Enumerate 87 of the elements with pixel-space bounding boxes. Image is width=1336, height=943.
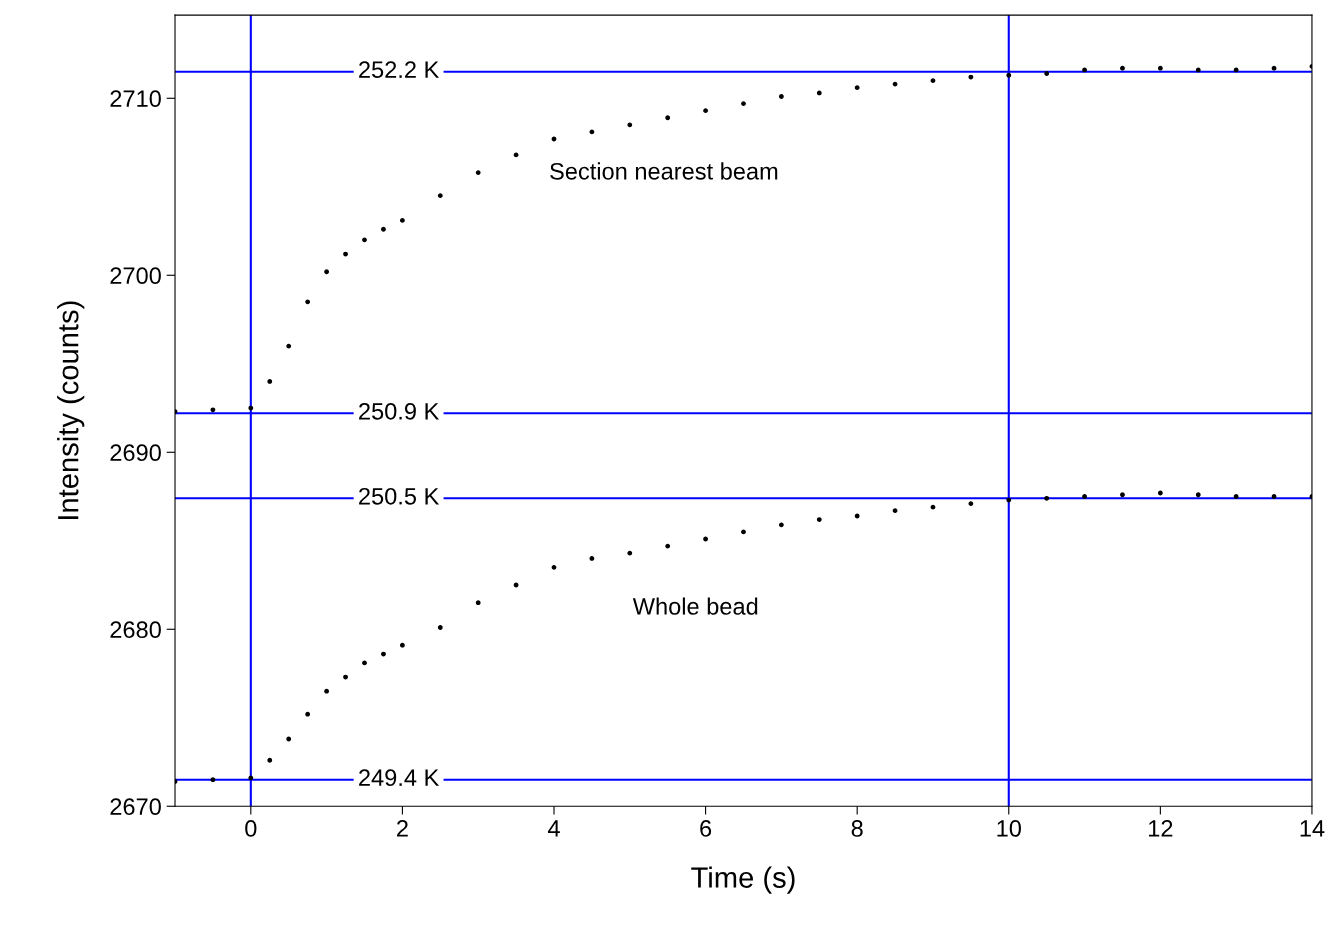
point — [381, 226, 386, 232]
point — [1271, 65, 1277, 71]
point — [305, 711, 311, 717]
point — [437, 193, 443, 199]
point — [248, 405, 254, 411]
point — [513, 582, 519, 588]
ref-line-label: 250.5 K — [359, 487, 440, 505]
point — [589, 556, 595, 561]
point — [267, 379, 273, 384]
point — [627, 122, 633, 128]
x-tick-label: 0 — [245, 820, 257, 837]
point — [513, 152, 519, 158]
point — [400, 218, 405, 223]
x-tick-label: 12 — [1149, 820, 1173, 837]
point — [1082, 67, 1087, 73]
point — [1082, 494, 1087, 499]
y-tick-label: 2700 — [110, 267, 161, 285]
point — [1157, 65, 1163, 71]
point — [286, 736, 292, 742]
point — [210, 407, 216, 413]
point — [589, 129, 595, 135]
x-tick-label: 8 — [851, 820, 863, 837]
x-tick-label: 4 — [547, 820, 560, 837]
annotation: Section nearest beam — [550, 162, 778, 180]
point — [854, 513, 860, 519]
point — [437, 625, 443, 630]
x-tick-label: 10 — [997, 820, 1021, 837]
x-tick-label: 14 — [1300, 820, 1325, 837]
y-tick-label: 2670 — [110, 798, 161, 816]
point — [892, 81, 898, 87]
point — [343, 674, 348, 680]
point — [1233, 67, 1239, 73]
annotation: Whole bead — [632, 597, 758, 615]
point — [930, 78, 936, 83]
point — [267, 757, 273, 763]
ref-line-label: 250.9 K — [359, 402, 440, 420]
point — [286, 343, 292, 349]
point — [551, 564, 557, 570]
point — [475, 600, 481, 606]
point — [1006, 72, 1012, 78]
point — [816, 517, 822, 522]
ref-line-label: 252.2 K — [359, 61, 440, 79]
y-axis-title: Intensity (counts) — [57, 301, 85, 520]
point — [381, 651, 386, 657]
y-tick-label: 2690 — [110, 444, 161, 462]
point — [551, 136, 557, 142]
point — [816, 90, 822, 96]
point — [362, 237, 367, 243]
point — [1271, 494, 1277, 499]
point — [627, 550, 633, 556]
point — [305, 299, 311, 305]
point — [475, 170, 481, 176]
point — [343, 251, 348, 257]
y-tick-label: 2680 — [110, 621, 161, 639]
point — [968, 501, 974, 506]
y-tick-label: 2710 — [110, 90, 161, 108]
point — [248, 775, 254, 781]
point — [1120, 492, 1125, 498]
point — [665, 115, 671, 121]
point — [210, 777, 216, 783]
point — [854, 85, 860, 91]
point — [968, 74, 974, 80]
point — [778, 522, 784, 528]
point — [400, 642, 405, 648]
point — [1120, 65, 1125, 71]
point — [741, 101, 746, 106]
point — [930, 504, 936, 510]
point — [892, 508, 898, 514]
point — [1157, 490, 1163, 496]
point — [1044, 71, 1050, 76]
point — [778, 94, 784, 99]
point — [324, 688, 330, 694]
point — [362, 660, 367, 666]
point — [741, 529, 746, 535]
x-axis-title: Time (s) — [691, 866, 795, 894]
point — [703, 536, 708, 542]
point — [665, 543, 671, 549]
ref-line-label: 249.4 K — [359, 769, 440, 787]
point — [324, 269, 330, 275]
point — [1195, 67, 1201, 73]
x-tick-label: 6 — [700, 820, 712, 837]
point — [1044, 495, 1050, 501]
point — [703, 108, 708, 114]
point — [1195, 492, 1201, 498]
x-tick-label: 2 — [397, 820, 408, 837]
point — [1006, 497, 1012, 503]
point — [1233, 494, 1239, 499]
